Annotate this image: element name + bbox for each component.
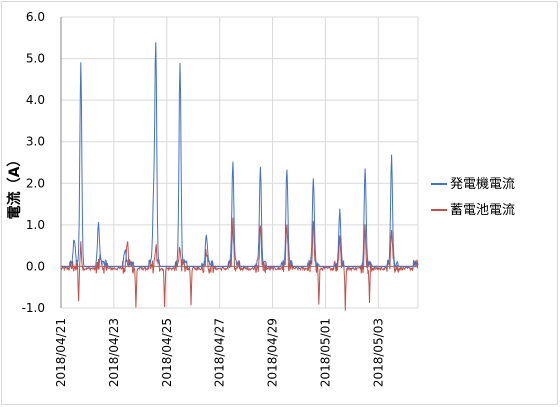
- y-tick-label: 3.0: [26, 135, 45, 149]
- x-tick-label: 2018/04/21: [54, 318, 68, 387]
- y-tick-label: -1.0: [22, 301, 45, 315]
- legend-label: 蓄電池電流: [450, 203, 515, 218]
- x-tick-label: 2018/04/23: [107, 318, 121, 387]
- x-tick-label: 2018/05/01: [318, 318, 332, 387]
- y-tick-label: 2.0: [26, 176, 45, 190]
- tick-labels: -1.0 0.0 1.0 2.0 3.0 4.0 5.0 6.0 2018/04/21 2018/…: [22, 10, 386, 387]
- y-axis-label: 電流（A）: [6, 153, 23, 220]
- x-tick-label: 2018/04/29: [266, 318, 280, 387]
- x-tick-label: 2018/04/25: [160, 318, 174, 387]
- series-line-generator-current: [61, 42, 419, 268]
- y-tick-label: 0.0: [26, 259, 45, 273]
- y-tick-label: 4.0: [26, 93, 45, 107]
- legend-label: 発電機電流: [450, 177, 515, 192]
- y-tick-label: 5.0: [26, 52, 45, 66]
- series-lines: [60, 42, 419, 311]
- y-tick-label: 6.0: [26, 10, 45, 24]
- x-tick-label: 2018/04/27: [213, 318, 227, 387]
- x-tick-label: 2018/05/03: [371, 318, 385, 387]
- series-line-battery-current: [60, 217, 419, 311]
- y-tick-label: 1.0: [26, 218, 45, 232]
